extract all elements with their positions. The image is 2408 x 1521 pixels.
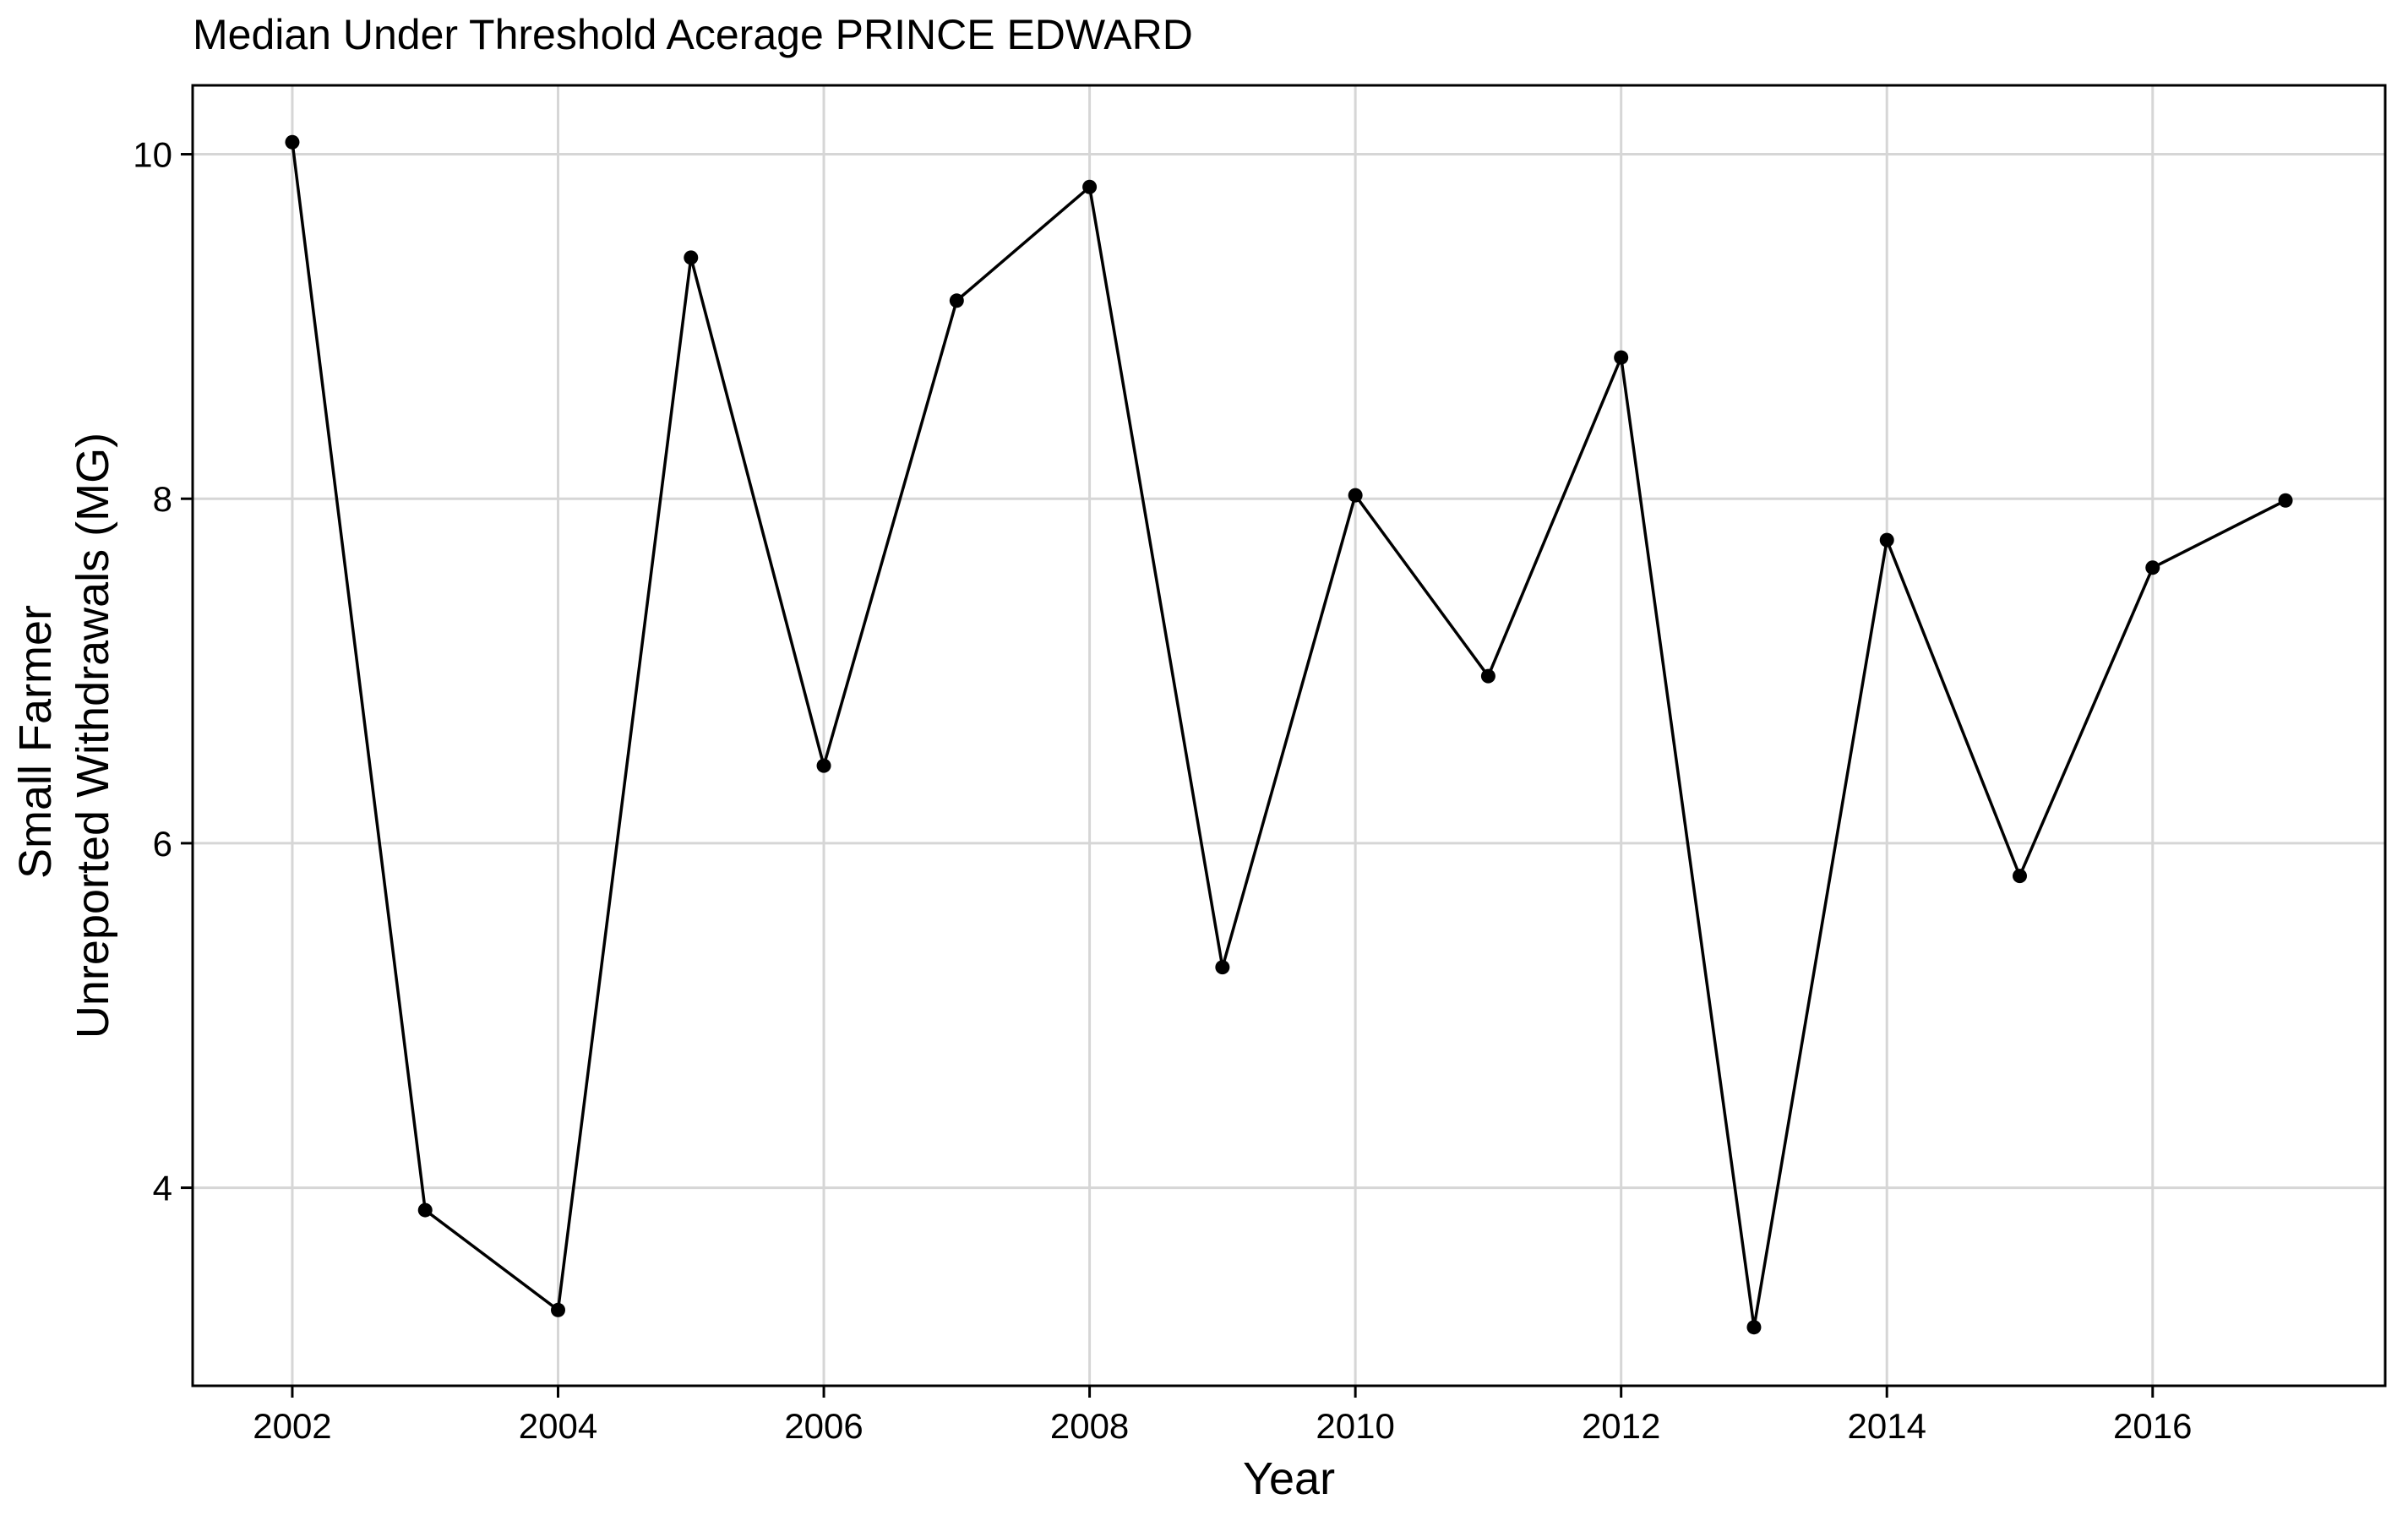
x-tick-label: 2012 [1582,1406,1660,1446]
x-tick-label: 2002 [253,1406,331,1446]
plot-frame [191,84,2387,1387]
y-axis-title: Small Farmer Unreported Withdrawals (MG) [10,433,118,1039]
data-point [816,758,831,773]
data-point [417,1202,433,1218]
y-axis-title-line-2: Unreported Withdrawals (MG) [68,433,118,1039]
series-line [291,142,2286,1327]
y-tick-label: 6 [153,824,172,864]
data-point [2145,560,2160,575]
data-point [1082,179,1098,194]
series-layer [285,134,2293,1335]
data-point [1746,1320,1762,1335]
x-axis-title: Year [1243,1453,1335,1504]
data-point [1480,668,1495,684]
data-point [949,293,964,308]
data-point [551,1302,565,1317]
y-tick-label: 8 [153,479,172,519]
data-point [2013,869,2027,884]
data-point [1879,532,1894,548]
x-tick-label: 2008 [1050,1406,1129,1446]
gridlines [193,85,2385,1386]
x-tick-label: 2006 [784,1406,863,1446]
x-tick-label: 2014 [1848,1406,1926,1446]
chart-title: Median Under Threshold Acerage PRINCE ED… [193,11,1193,58]
y-tick-label: 10 [133,135,172,175]
x-tick-label: 2016 [2113,1406,2192,1446]
data-point [684,250,699,265]
y-tick-label: 4 [153,1169,172,1208]
data-point [285,134,300,150]
data-point [2278,493,2293,508]
data-point [1215,960,1230,975]
data-point [1348,488,1363,503]
x-tick-label: 2010 [1316,1406,1394,1446]
data-point [1614,350,1629,365]
x-tick-label: 2004 [519,1406,597,1446]
y-axis-title-line-1: Small Farmer [10,605,61,879]
axis-ticks: 2002 2004 2006 2008 2010 2012 2014 2016 4 6 8 10 [133,135,2192,1446]
